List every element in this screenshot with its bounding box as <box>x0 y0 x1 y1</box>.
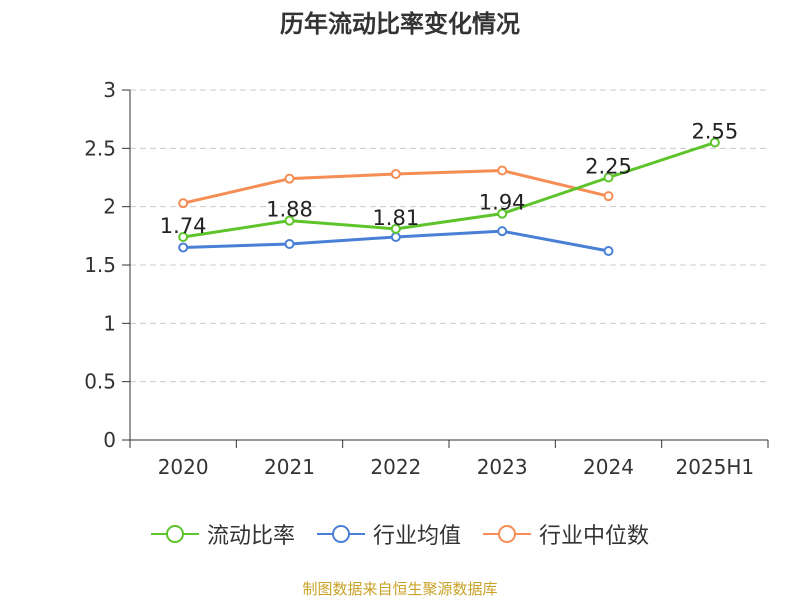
x-tick-label: 2020 <box>158 455 209 479</box>
legend-label: 流动比率 <box>206 524 295 549</box>
legend-marker-green <box>150 525 199 543</box>
x-tick-label: 2023 <box>477 455 528 479</box>
data-label: 1.81 <box>372 206 419 230</box>
legend-item-industry-mean[interactable]: 行业均值 <box>316 518 461 550</box>
y-tick-label: 0.5 <box>84 370 116 394</box>
data-point <box>497 165 508 176</box>
legend-marker-orange <box>483 525 531 543</box>
data-point <box>497 226 508 237</box>
legend-label: 行业中位数 <box>539 524 650 549</box>
source-footer: 制图数据来自恒生聚源数据库 <box>302 580 498 598</box>
data-label: 1.74 <box>160 214 207 238</box>
series-line <box>182 141 716 239</box>
y-tick-label: 2.5 <box>84 136 116 160</box>
chart-title: 历年流动比率变化情况 <box>280 10 520 38</box>
legend-label: 行业均值 <box>372 524 461 549</box>
data-point <box>497 208 508 219</box>
y-tick-label: 3 <box>103 78 116 102</box>
data-point <box>390 232 401 242</box>
data-label: 2.25 <box>585 155 632 179</box>
legend-marker-blue <box>316 525 365 543</box>
data-point <box>178 232 189 242</box>
data-point <box>284 173 295 184</box>
x-tick-label: 2024 <box>583 455 634 479</box>
data-point <box>709 137 720 148</box>
x-tick-label: 2022 <box>370 455 421 479</box>
y-tick-label: 1.5 <box>84 253 116 277</box>
data-point <box>603 191 614 202</box>
legend-item-industry-median[interactable]: 行业中位数 <box>483 518 649 550</box>
data-label: 2.55 <box>691 120 738 144</box>
data-point <box>284 239 295 249</box>
y-tick-label: 0 <box>103 428 116 452</box>
data-point <box>284 215 295 226</box>
y-tick-label: 2 <box>103 195 116 219</box>
data-point <box>178 242 189 253</box>
data-label: 1.88 <box>266 198 313 222</box>
chart-legend: 流动比率 行业均值 行业中位数 <box>0 518 800 550</box>
data-point <box>178 198 189 209</box>
data-point <box>603 246 614 256</box>
data-label: 1.94 <box>479 191 526 215</box>
data-point <box>603 172 614 183</box>
data-point <box>390 169 401 179</box>
x-tick-label: 2021 <box>264 455 315 479</box>
y-tick-label: 1 <box>103 311 116 335</box>
legend-item-current-ratio[interactable]: 流动比率 <box>150 518 295 550</box>
data-point <box>390 223 401 234</box>
x-tick-label: 2025H1 <box>675 455 754 479</box>
